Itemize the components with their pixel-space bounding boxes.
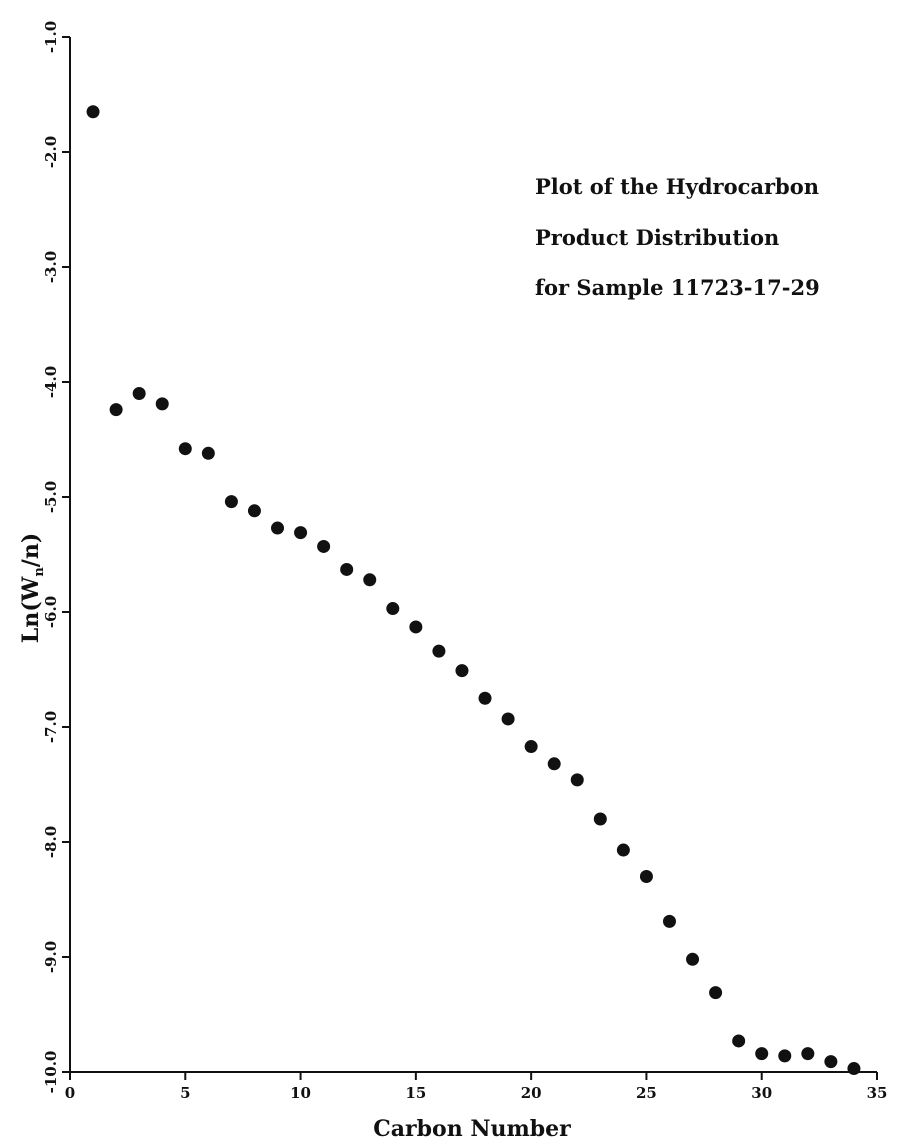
y-tick-label: -10.0 — [42, 1051, 60, 1094]
data-point — [132, 387, 146, 400]
x-tick-label: 0 — [65, 1084, 75, 1102]
y-tick-label: -8.0 — [42, 826, 60, 858]
data-point — [155, 397, 169, 411]
x-axis-title: Carbon Number — [373, 1116, 571, 1142]
data-point — [455, 664, 469, 678]
data-point — [201, 446, 215, 460]
data-point — [778, 1049, 792, 1063]
x-tick-label: 35 — [867, 1084, 888, 1102]
chart-title-line-2: Product Distribution — [535, 225, 779, 250]
data-point — [432, 644, 446, 658]
data-point — [501, 712, 515, 726]
data-point — [732, 1034, 746, 1048]
data-point — [616, 843, 630, 857]
y-tick-label: -4.0 — [42, 366, 60, 398]
axes — [69, 37, 877, 1073]
y-tick-label: -9.0 — [42, 941, 60, 973]
y-tick-label: -6.0 — [42, 596, 60, 628]
x-tick-label: 15 — [405, 1084, 426, 1102]
y-axis-title-main: Ln(W — [18, 576, 44, 643]
y-axis-title: Ln(Wn/n) — [18, 533, 47, 644]
data-point — [824, 1055, 838, 1069]
data-point — [524, 740, 538, 754]
data-point — [570, 773, 584, 787]
x-tick-label: 5 — [180, 1084, 190, 1102]
data-point — [409, 620, 423, 634]
data-point — [662, 914, 676, 928]
x-tick-label: 10 — [290, 1084, 311, 1102]
data-point — [847, 1062, 861, 1076]
data-point — [547, 757, 561, 771]
data-point — [478, 691, 492, 705]
data-point — [294, 526, 308, 540]
data-point — [801, 1047, 815, 1061]
data-point — [271, 521, 285, 535]
y-axis-title-tail: /n) — [18, 533, 44, 567]
x-tick-label: 20 — [521, 1084, 542, 1102]
y-tick-label: -2.0 — [42, 136, 60, 168]
x-tick-label: 30 — [751, 1084, 772, 1102]
data-point — [224, 495, 238, 509]
data-point — [386, 602, 400, 616]
data-point — [247, 504, 261, 518]
data-points — [86, 105, 861, 1076]
data-point — [639, 870, 653, 883]
chart-title-line-3: for Sample 11723-17-29 — [535, 275, 820, 300]
x-tick-label: 25 — [636, 1084, 657, 1102]
y-tick-label: -5.0 — [42, 481, 60, 513]
data-point — [709, 986, 723, 1000]
y-tick-label: -7.0 — [42, 711, 60, 743]
data-point — [317, 539, 331, 553]
data-point — [178, 442, 192, 456]
y-axis-title-subscript: n — [32, 567, 47, 577]
data-point — [340, 562, 354, 576]
x-axis-ticks: 0 5 10 15 20 25 30 35 — [65, 1072, 888, 1102]
data-point — [86, 105, 100, 119]
data-point — [109, 403, 123, 417]
data-point — [686, 952, 700, 966]
data-point — [755, 1047, 769, 1061]
y-tick-label: -3.0 — [42, 251, 60, 283]
chart-title-line-1: Plot of the Hydrocarbon — [535, 174, 819, 199]
data-point — [363, 573, 377, 587]
y-tick-label: -1.0 — [42, 21, 60, 53]
y-axis-ticks: -1.0 -2.0 -3.0 -4.0 -5.0 -6.0 -7.0 -8.0 -9.0 -10.… — [42, 21, 70, 1094]
data-point — [593, 812, 607, 826]
